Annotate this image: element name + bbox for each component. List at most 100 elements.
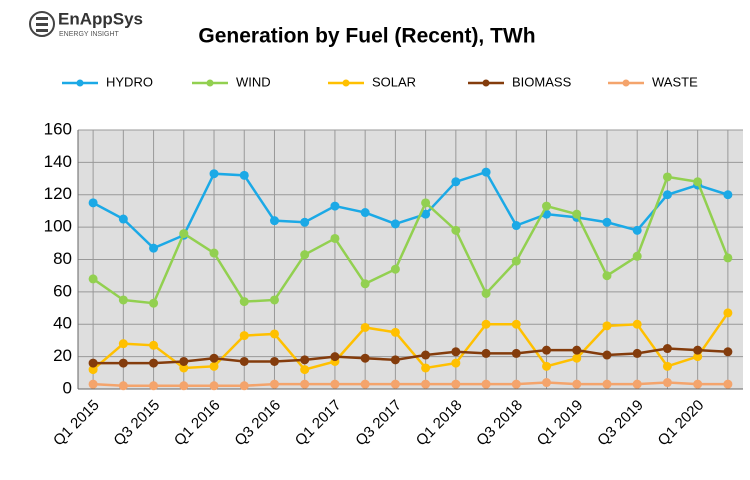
data-point xyxy=(330,352,340,362)
legend-label: SOLAR xyxy=(372,74,416,89)
legend-marker xyxy=(482,79,490,87)
data-point xyxy=(179,363,189,373)
data-point xyxy=(149,340,159,350)
data-point xyxy=(693,177,703,187)
y-tick-label: 20 xyxy=(53,346,72,365)
data-point xyxy=(149,358,159,368)
y-tick-label: 100 xyxy=(44,217,72,236)
y-tick-label: 80 xyxy=(53,249,72,268)
data-point xyxy=(88,365,98,375)
data-point xyxy=(481,348,491,358)
data-point xyxy=(632,379,642,389)
data-point xyxy=(451,177,461,187)
data-point xyxy=(542,378,552,388)
data-point xyxy=(662,344,672,354)
data-point xyxy=(662,190,672,200)
logo-icon xyxy=(36,23,48,26)
data-point xyxy=(390,219,400,229)
data-point xyxy=(572,345,582,355)
legend-marker xyxy=(342,79,350,87)
data-point xyxy=(179,229,189,239)
data-point xyxy=(572,379,582,389)
data-point xyxy=(269,379,279,389)
data-point xyxy=(300,355,310,365)
data-point xyxy=(602,350,612,360)
data-point xyxy=(421,350,431,360)
data-point xyxy=(118,214,128,224)
data-point xyxy=(149,381,159,391)
data-point xyxy=(632,319,642,329)
data-point xyxy=(662,361,672,371)
data-point xyxy=(693,379,703,389)
data-point xyxy=(511,221,521,231)
data-point xyxy=(572,353,582,363)
data-point xyxy=(572,209,582,219)
data-point xyxy=(149,243,159,253)
data-point xyxy=(118,381,128,391)
data-point xyxy=(662,172,672,182)
data-point xyxy=(390,355,400,365)
data-point xyxy=(481,319,491,329)
logo-icon xyxy=(36,17,48,20)
data-point xyxy=(542,345,552,355)
data-point xyxy=(88,379,98,389)
data-point xyxy=(542,201,552,211)
data-point xyxy=(330,379,340,389)
data-point xyxy=(300,379,310,389)
data-point xyxy=(269,216,279,226)
y-tick-label: 0 xyxy=(63,378,72,397)
data-point xyxy=(179,381,189,391)
legend-marker xyxy=(622,79,630,87)
legend-label: HYDRO xyxy=(106,74,153,89)
data-point xyxy=(451,379,461,389)
data-point xyxy=(693,352,703,362)
data-point xyxy=(330,233,340,243)
data-point xyxy=(149,298,159,308)
data-point xyxy=(209,169,219,179)
data-point xyxy=(239,381,249,391)
y-tick-label: 120 xyxy=(44,184,72,203)
logo-icon xyxy=(29,11,55,37)
data-point xyxy=(239,331,249,341)
data-point xyxy=(723,379,733,389)
data-point xyxy=(88,274,98,284)
series-line xyxy=(92,175,730,305)
data-point xyxy=(421,363,431,373)
data-point xyxy=(360,208,370,218)
data-point xyxy=(239,170,249,180)
series-line xyxy=(93,381,728,388)
data-point xyxy=(360,353,370,363)
data-point xyxy=(179,356,189,366)
data-point xyxy=(511,319,521,329)
data-point xyxy=(632,225,642,235)
data-point xyxy=(390,264,400,274)
data-point xyxy=(239,297,249,307)
data-point xyxy=(269,356,279,366)
data-point xyxy=(360,379,370,389)
data-point xyxy=(360,279,370,289)
data-point xyxy=(88,198,98,208)
data-point xyxy=(118,339,128,349)
legend-label: WIND xyxy=(236,74,271,89)
data-point xyxy=(511,348,521,358)
data-point xyxy=(723,253,733,263)
series-line xyxy=(93,347,728,365)
data-point xyxy=(118,295,128,305)
logo: EnAppSys ENERGY INSIGHT xyxy=(29,9,143,38)
data-point xyxy=(330,201,340,211)
data-point xyxy=(451,347,461,357)
data-point xyxy=(451,358,461,368)
y-tick-label: 40 xyxy=(53,314,72,333)
data-point xyxy=(209,353,219,363)
data-point xyxy=(511,379,521,389)
data-point xyxy=(209,361,219,371)
data-point xyxy=(723,190,733,200)
legend-label: BIOMASS xyxy=(512,74,572,89)
data-point xyxy=(602,271,612,281)
legend-label: WASTE xyxy=(652,74,698,89)
data-point xyxy=(632,348,642,358)
y-tick-label: 60 xyxy=(53,281,72,300)
data-point xyxy=(481,167,491,177)
legend-marker xyxy=(76,79,84,87)
